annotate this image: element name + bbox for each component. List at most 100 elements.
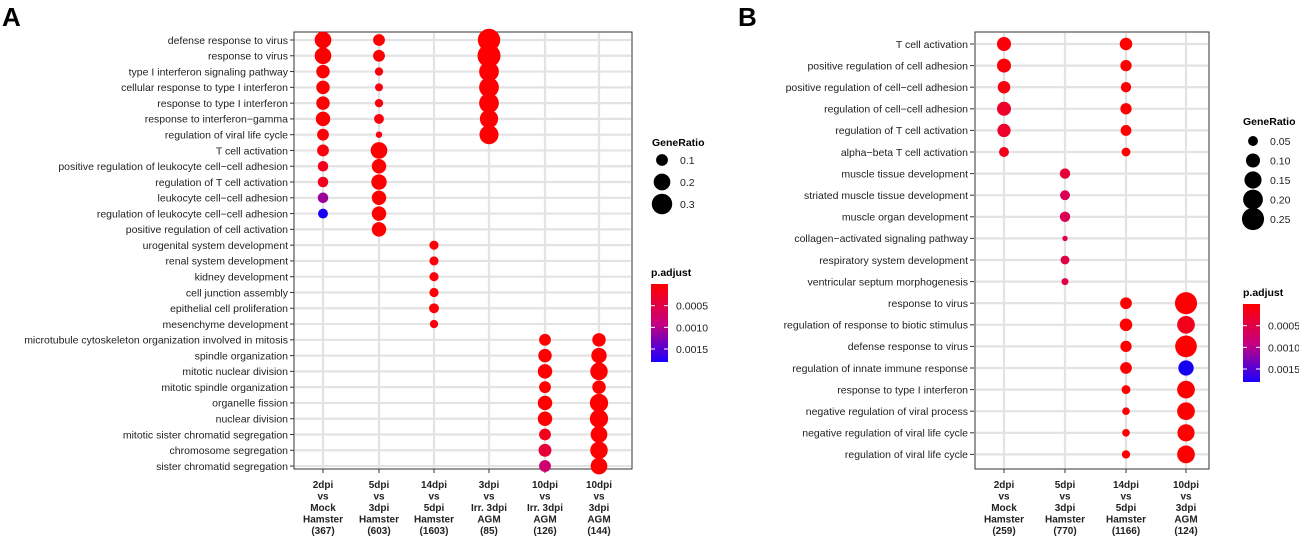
size-legend-label: 0.25 (1270, 214, 1291, 226)
x-tick-label: 14dpi (421, 480, 447, 491)
x-tick-label: 3dpi (1176, 503, 1197, 514)
data-dot (1175, 335, 1197, 358)
data-dot (1177, 380, 1195, 399)
panel-b-term-labels: T cell activation positive regulation of … (784, 39, 969, 461)
data-dot (477, 44, 501, 68)
data-dot (539, 333, 551, 346)
data-dot (374, 98, 384, 108)
x-tick-label: 2dpi (313, 480, 334, 491)
data-dot (314, 31, 332, 49)
x-tick-label: Hamster (414, 515, 454, 526)
term-label: response to type I interferon (157, 98, 288, 110)
x-tick-label: vs (483, 492, 495, 503)
data-dot (316, 96, 330, 110)
term-label: response to interferon−gamma (145, 114, 288, 126)
x-tick-label: Hamster (984, 515, 1024, 526)
data-dot (1060, 190, 1070, 201)
data-dot (429, 256, 439, 266)
size-legend-label: 0.3 (680, 199, 695, 211)
data-dot (371, 174, 387, 190)
x-tick-label: AGM (1174, 515, 1197, 526)
term-label: positive regulation of cell adhesion (807, 60, 968, 72)
term-label: spindle organization (195, 350, 289, 362)
term-label: type I interferon signaling pathway (129, 66, 289, 78)
panel-a-comparison-labels: 2dpivsMockHamster(367)5dpivs3dpiHamster(… (303, 480, 612, 537)
term-label: urogenital system development (143, 240, 288, 252)
data-dot (997, 58, 1011, 73)
panel-b-comparison-labels: 2dpivsMockHamster(259)5dpivs3dpiHamster(… (984, 480, 1199, 537)
data-dot (1060, 255, 1070, 265)
panel-a-plot-area (293, 31, 633, 470)
data-dot (1061, 278, 1069, 286)
data-dot (1121, 147, 1131, 157)
x-tick-label: (1603) (420, 526, 449, 537)
term-label: negative regulation of viral process (806, 406, 968, 418)
color-legend-label: 0.0005 (676, 301, 708, 313)
x-tick-label: (144) (587, 526, 610, 537)
data-dot (539, 460, 551, 472)
x-tick-label: vs (1059, 492, 1071, 503)
color-legend-label: 0.0005 (1268, 321, 1299, 333)
data-dot (479, 125, 499, 145)
color-legend-label: 0.0010 (1268, 342, 1299, 354)
x-tick-label: 10dpi (586, 480, 612, 491)
data-dot (999, 147, 1009, 157)
panel-b-size-legend: 0.05 0.10 0.15 0.20 0.25 (1241, 136, 1291, 231)
panel-b: B T cell activation positive regulation o… (738, 2, 1299, 537)
data-dot (370, 142, 388, 159)
data-dot (1177, 402, 1195, 421)
x-tick-label: AGM (587, 515, 610, 526)
data-dot (1120, 59, 1132, 72)
term-label: regulation of cell−cell adhesion (824, 104, 968, 116)
data-dot (317, 128, 329, 141)
size-legend-label: 0.2 (680, 177, 695, 189)
data-dot (537, 411, 553, 426)
data-dot (997, 37, 1011, 51)
data-dot (371, 222, 387, 237)
color-legend-label: 0.0015 (1268, 364, 1299, 376)
data-dot (1177, 445, 1195, 464)
size-legend-label: 0.20 (1270, 195, 1291, 207)
term-label: positive regulation of leukocyte cell−ce… (58, 161, 288, 173)
x-tick-label: vs (539, 492, 551, 503)
x-tick-label: 3dpi (589, 503, 610, 514)
panel-b-color-bar (1243, 304, 1260, 382)
x-tick-label: 3dpi (369, 503, 390, 514)
size-legend-dot (653, 173, 671, 191)
data-dot (1119, 318, 1133, 332)
panel-b-color-legend-ticks: 0.0005 0.0010 0.0015 (1243, 321, 1299, 376)
x-tick-label: vs (373, 492, 385, 503)
term-label: cell junction assembly (186, 287, 289, 299)
x-tick-label: 2dpi (994, 480, 1015, 491)
x-tick-label: 14dpi (1113, 480, 1139, 491)
data-dot (1059, 211, 1071, 222)
x-tick-label: vs (998, 492, 1010, 503)
data-dot (590, 362, 608, 381)
x-tick-label: 5dpi (1116, 503, 1137, 514)
size-legend-dot (651, 193, 673, 215)
x-tick-label: Mock (310, 503, 336, 514)
term-label: regulation of response to biotic stimulu… (784, 320, 968, 332)
data-dot (1122, 428, 1130, 437)
data-dot (589, 393, 609, 413)
data-dot (1059, 168, 1071, 179)
term-label: positive regulation of cell−cell adhesio… (786, 82, 969, 94)
x-tick-label: Irr. 3dpi (527, 503, 563, 514)
term-label: striated muscle tissue development (804, 190, 968, 202)
x-tick-label: (770) (1053, 526, 1076, 537)
data-dot (1120, 340, 1132, 353)
data-dot (371, 159, 387, 174)
data-dot (539, 381, 551, 394)
term-label: regulation of T cell activation (835, 125, 968, 137)
color-legend-label: 0.0015 (676, 344, 708, 356)
size-legend-label: 0.10 (1270, 156, 1291, 168)
x-tick-label: Irr. 3dpi (471, 503, 507, 514)
data-dot (538, 348, 552, 363)
data-dot (1120, 103, 1132, 115)
data-dot (477, 28, 501, 52)
data-dot (1177, 315, 1195, 334)
size-legend-dot (1248, 136, 1258, 146)
data-dot (479, 61, 499, 82)
term-label: defense response to virus (168, 35, 288, 47)
data-dot (1177, 424, 1195, 442)
